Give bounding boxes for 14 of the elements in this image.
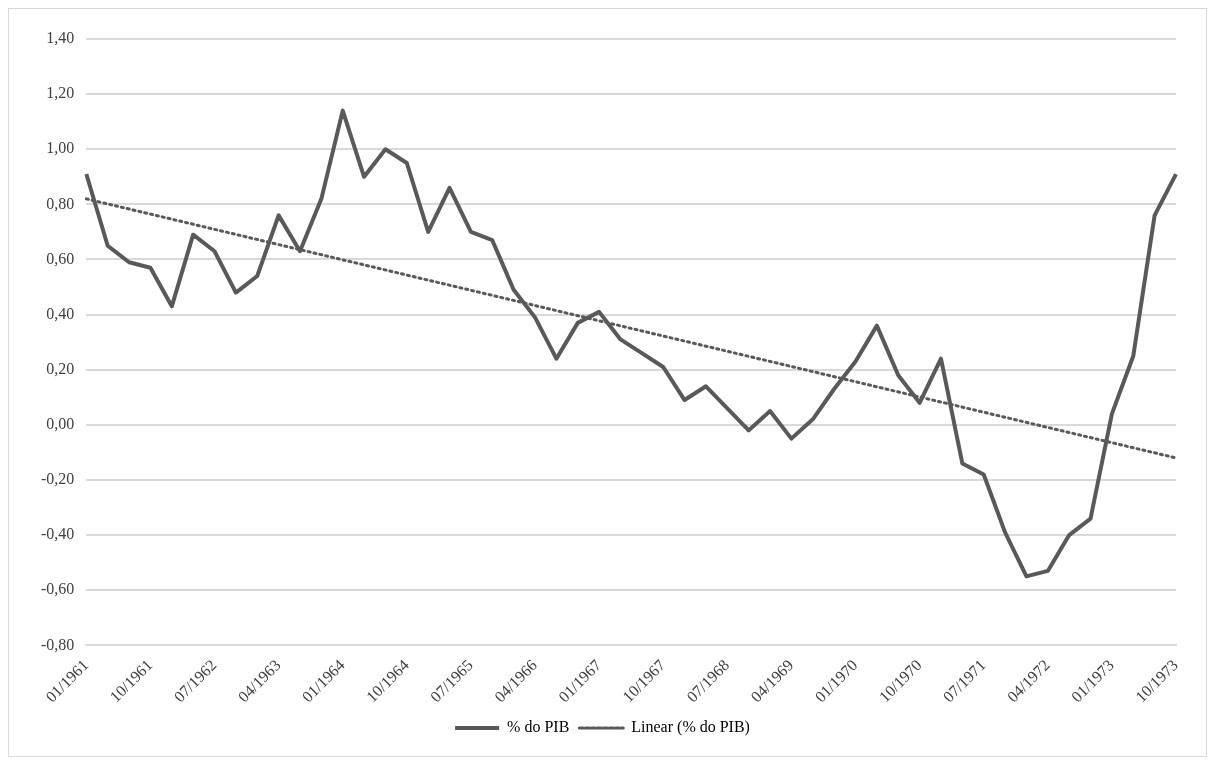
- y-tick-label: -0,40: [41, 525, 75, 543]
- y-tick-label: -0,60: [41, 580, 75, 598]
- y-tick-label: 1,40: [46, 29, 75, 47]
- y-tick-label: 0,80: [46, 194, 75, 212]
- y-tick-label: 0,60: [46, 249, 75, 267]
- legend-label: % do PIB: [507, 718, 570, 736]
- y-tick-label: 1,00: [46, 139, 75, 157]
- y-tick-label: -0,80: [41, 635, 75, 653]
- y-tick-label: 0,40: [46, 304, 75, 322]
- legend-label: Linear (% do PIB): [631, 718, 750, 737]
- y-tick-label: -0,20: [41, 470, 75, 488]
- y-tick-label: 0,20: [46, 359, 75, 377]
- y-tick-label: 0,00: [46, 415, 75, 433]
- y-tick-label: 1,20: [46, 84, 75, 102]
